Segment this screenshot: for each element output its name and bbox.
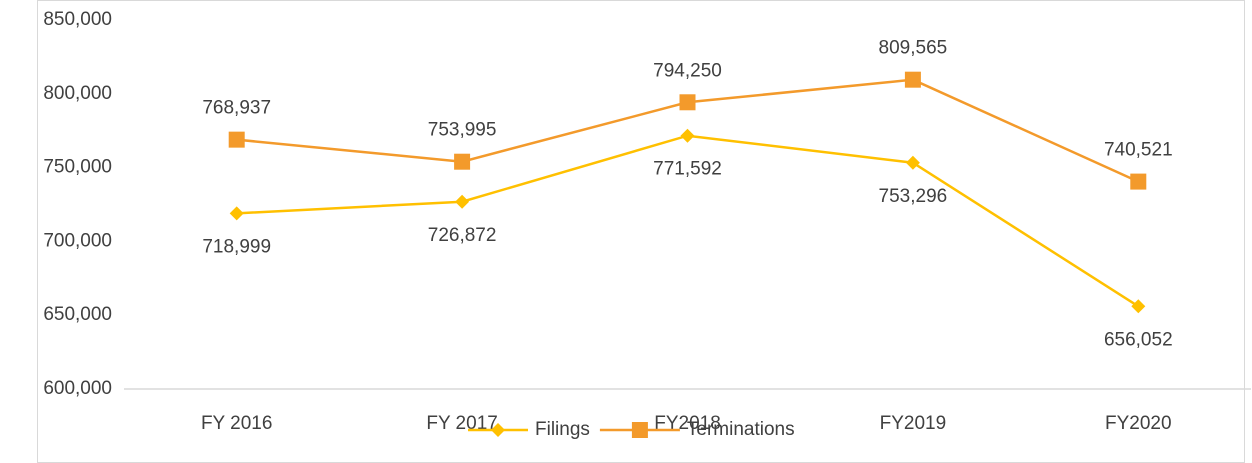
legend-label: Terminations	[687, 419, 795, 440]
data-label: 718,999	[202, 236, 271, 257]
y-tick-label: 650,000	[43, 304, 112, 325]
data-point	[454, 153, 471, 170]
y-tick-label: 750,000	[43, 157, 112, 178]
y-tick-label: 800,000	[43, 83, 112, 104]
data-label: 794,250	[653, 60, 722, 81]
data-label: 656,052	[1104, 329, 1173, 350]
x-tick-label: FY2020	[1105, 413, 1172, 434]
data-point	[1131, 299, 1146, 314]
x-tick-label: FY 2016	[201, 413, 272, 434]
data-point	[455, 194, 470, 209]
data-label: 768,937	[202, 98, 271, 119]
y-tick-label: 850,000	[43, 9, 112, 30]
data-point	[679, 94, 696, 111]
legend-marker	[491, 423, 505, 437]
legend-label: Filings	[535, 419, 590, 440]
chart-border	[37, 0, 1245, 463]
data-label: 740,521	[1104, 140, 1173, 161]
data-point	[228, 131, 245, 148]
data-point	[680, 128, 695, 143]
data-label: 753,296	[879, 186, 948, 207]
data-label: 809,565	[879, 38, 948, 59]
data-point	[904, 71, 921, 88]
y-tick-label: 600,000	[43, 378, 112, 399]
data-label: 726,872	[428, 225, 497, 246]
data-label: 771,592	[653, 159, 722, 180]
data-point	[905, 155, 920, 170]
data-label: 753,995	[428, 120, 497, 141]
x-tick-label: FY2019	[880, 413, 947, 434]
data-point	[1130, 173, 1147, 190]
y-tick-label: 700,000	[43, 230, 112, 251]
data-point	[229, 206, 244, 221]
legend-marker	[631, 422, 648, 438]
